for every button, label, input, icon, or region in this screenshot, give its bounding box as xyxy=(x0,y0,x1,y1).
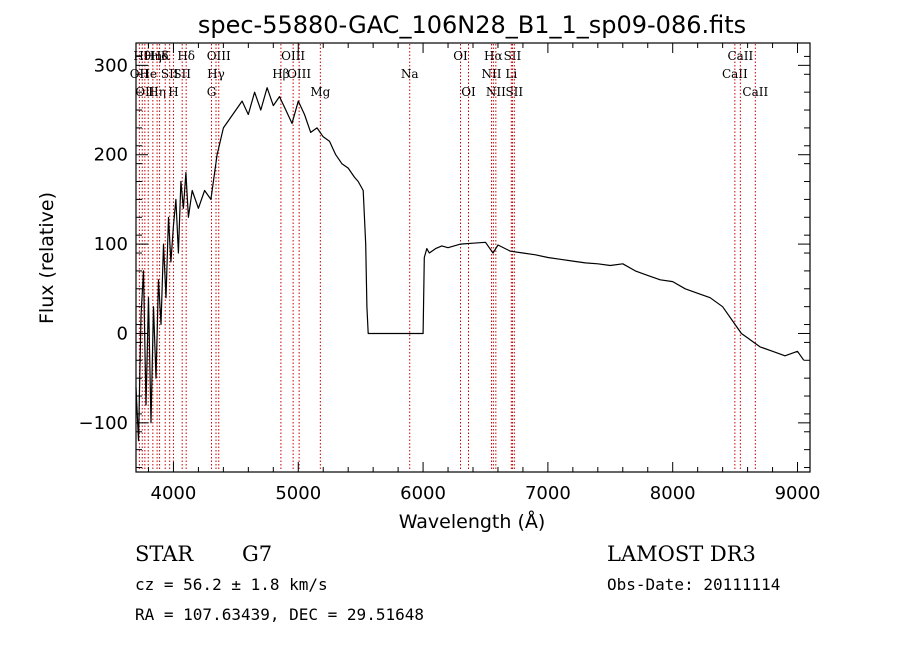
line-marker-label: SII xyxy=(504,49,522,63)
line-marker-label: He xyxy=(139,67,157,81)
y-tick-label: 100 xyxy=(94,234,128,255)
line-marker-label: Hδ xyxy=(177,49,195,63)
line-marker-label: OII xyxy=(135,85,155,99)
line-marker-label: NII xyxy=(481,67,501,81)
y-axis: −100 0 100 200 300 xyxy=(79,55,810,469)
line-marker-label: CaII xyxy=(742,85,768,99)
y-tick-label: 300 xyxy=(94,55,128,76)
obs-date: Obs-Date: 20111114 xyxy=(607,575,780,594)
y-tick-label: 0 xyxy=(117,323,128,344)
line-marker-label: Li xyxy=(505,67,517,81)
redshift-readout: cz = 56.2 ± 1.8 km/s xyxy=(135,575,328,594)
line-marker-label: OIII xyxy=(287,67,311,81)
line-marker-label: H xyxy=(168,85,178,99)
y-tick-label: 200 xyxy=(94,145,128,166)
line-marker-label: Hδ xyxy=(151,49,169,63)
object-subclass: G7 xyxy=(242,542,272,566)
y-axis-label: Flux (relative) xyxy=(36,192,58,324)
line-marker-label: CaII xyxy=(722,67,748,81)
line-marker-label: Hη xyxy=(148,85,166,99)
line-marker-label: Hθ xyxy=(133,49,151,63)
spectrum-series xyxy=(135,87,805,442)
x-axis-label: Wavelength (Å) xyxy=(399,510,546,533)
line-marker-label: Hγ xyxy=(207,67,225,81)
line-marker-label: SII xyxy=(505,85,523,99)
spectrum-line xyxy=(135,87,805,442)
line-marker-label: SII xyxy=(173,67,191,81)
line-marker-label: Mg xyxy=(310,85,330,99)
line-marker-label: Na xyxy=(401,67,419,81)
ra-dec-readout: RA = 107.63439, DEC = 29.51648 xyxy=(135,605,424,624)
line-marker-label: Hα xyxy=(484,49,503,63)
line-marker-label: CaII xyxy=(727,49,753,63)
line-marker-label: NII xyxy=(486,85,506,99)
line-marker-label: OIII xyxy=(207,49,231,63)
line-marker-label: OI xyxy=(461,85,476,99)
x-axis: 4000 5000 6000 7000 8000 9000 xyxy=(147,43,821,504)
x-tick-label: 4000 xyxy=(151,483,197,504)
x-tick-label: 8000 xyxy=(650,483,696,504)
x-tick-label: 5000 xyxy=(275,483,321,504)
x-tick-label: 7000 xyxy=(525,483,571,504)
line-marker-label: K xyxy=(161,49,171,63)
line-marker-label: OIII xyxy=(281,49,305,63)
line-markers: OIIHθOIIHeHηHηHδKSIIHSIIHδGHγOIIIHβOIIIO… xyxy=(130,44,768,471)
x-tick-label: 9000 xyxy=(775,483,821,504)
y-tick-label: −100 xyxy=(79,413,128,434)
chart-title: spec-55880-GAC_106N28_B1_1_sp09-086.fits xyxy=(198,11,746,39)
line-marker-label: OI xyxy=(453,49,468,63)
line-marker-label: Hβ xyxy=(272,67,289,81)
survey-name: LAMOST DR3 xyxy=(607,542,756,566)
line-marker-label: G xyxy=(207,85,217,99)
line-marker-label: SII xyxy=(161,67,179,81)
object-class: STAR xyxy=(135,542,194,566)
x-tick-label: 6000 xyxy=(400,483,446,504)
